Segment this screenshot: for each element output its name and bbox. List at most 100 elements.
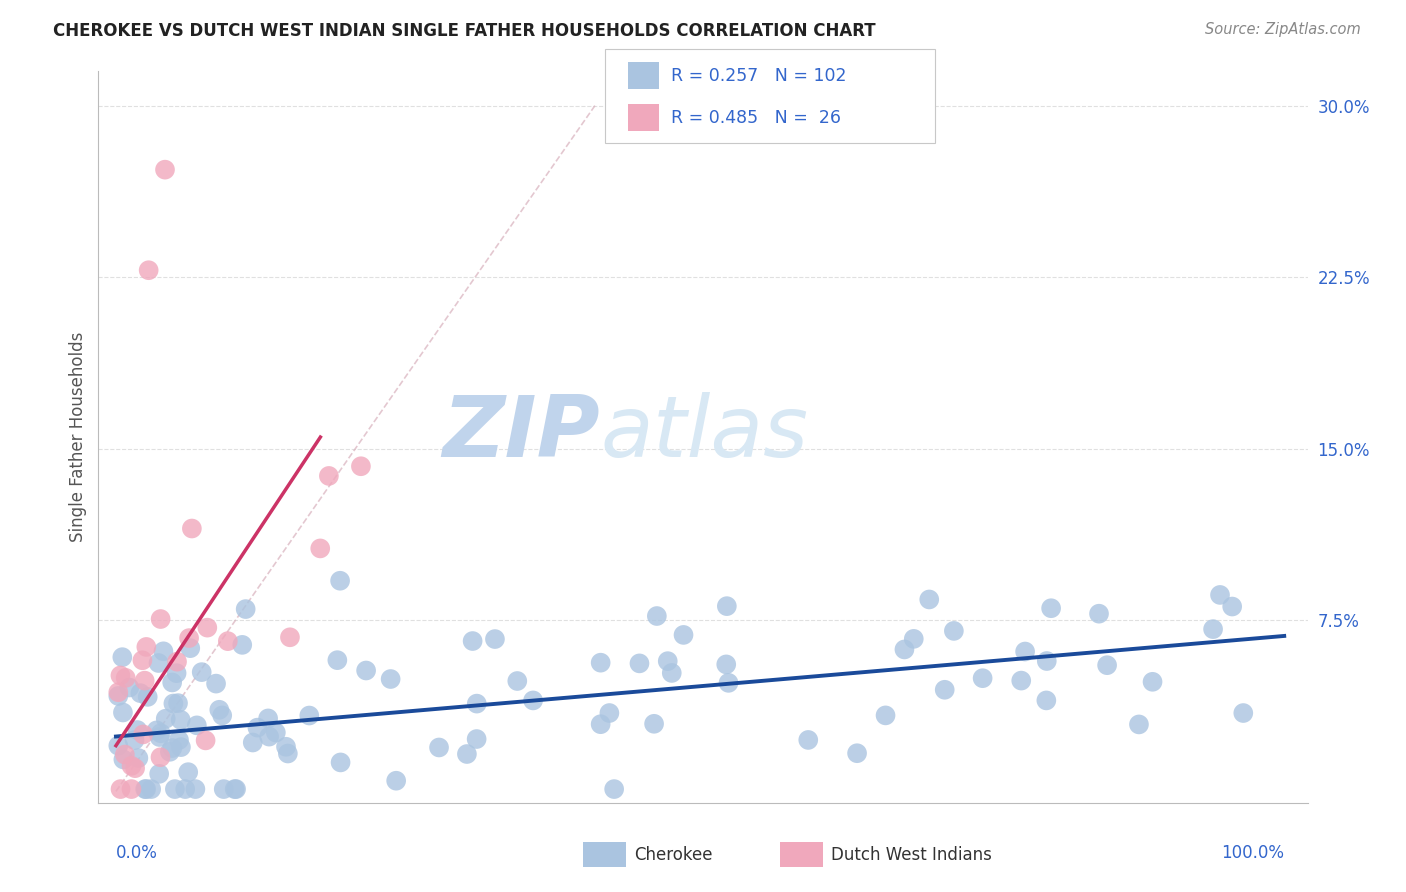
Point bbox=[1128, 717, 1150, 731]
Point bbox=[121, 759, 143, 773]
Point bbox=[149, 726, 172, 740]
Point bbox=[159, 745, 181, 759]
Point bbox=[589, 717, 612, 731]
Point bbox=[153, 162, 176, 177]
Text: Source: ZipAtlas.com: Source: ZipAtlas.com bbox=[1205, 22, 1361, 37]
Point bbox=[1232, 706, 1254, 720]
Point bbox=[174, 782, 197, 797]
Point bbox=[224, 782, 246, 797]
Point bbox=[124, 761, 146, 775]
Point bbox=[246, 721, 269, 735]
Point bbox=[231, 638, 253, 652]
Point bbox=[145, 723, 167, 738]
Point bbox=[217, 634, 239, 648]
Point bbox=[107, 685, 129, 699]
Point bbox=[278, 630, 301, 644]
Text: R = 0.485   N =  26: R = 0.485 N = 26 bbox=[671, 109, 841, 127]
Point bbox=[1088, 607, 1111, 621]
Text: 0.0%: 0.0% bbox=[115, 844, 157, 862]
Point bbox=[257, 730, 280, 744]
Point bbox=[893, 642, 915, 657]
Point bbox=[127, 751, 149, 765]
Point bbox=[134, 782, 156, 797]
Point bbox=[163, 782, 186, 797]
Text: 100.0%: 100.0% bbox=[1222, 844, 1284, 862]
Point bbox=[797, 733, 820, 747]
Point bbox=[264, 725, 287, 739]
Point bbox=[643, 716, 665, 731]
Y-axis label: Single Father Households: Single Father Households bbox=[69, 332, 87, 542]
Point bbox=[148, 730, 170, 744]
Point bbox=[1035, 693, 1057, 707]
Point bbox=[208, 703, 231, 717]
Point bbox=[380, 672, 402, 686]
Point bbox=[149, 750, 172, 764]
Point bbox=[110, 668, 132, 682]
Point bbox=[194, 733, 217, 747]
Point bbox=[298, 708, 321, 723]
Point bbox=[212, 782, 235, 797]
Point bbox=[127, 723, 149, 737]
Point bbox=[628, 657, 651, 671]
Point bbox=[1095, 658, 1118, 673]
Point bbox=[603, 782, 626, 797]
Point bbox=[114, 671, 136, 685]
Point bbox=[149, 612, 172, 626]
Text: ZIP: ZIP bbox=[443, 392, 600, 475]
Point bbox=[846, 746, 869, 760]
Point bbox=[1014, 644, 1036, 658]
Point bbox=[211, 708, 233, 723]
Point bbox=[589, 656, 612, 670]
Point bbox=[205, 676, 228, 690]
Point bbox=[329, 574, 352, 588]
Point bbox=[162, 741, 184, 756]
Point bbox=[277, 747, 299, 761]
Point bbox=[1220, 599, 1243, 614]
Point bbox=[124, 733, 146, 747]
Point bbox=[184, 782, 207, 797]
Point bbox=[107, 689, 129, 703]
Point bbox=[1202, 622, 1225, 636]
Point bbox=[903, 632, 925, 646]
Point bbox=[717, 676, 740, 690]
Point bbox=[456, 747, 478, 761]
Point bbox=[427, 740, 450, 755]
Point bbox=[645, 609, 668, 624]
Point bbox=[132, 727, 155, 741]
Point bbox=[661, 665, 683, 680]
Text: R = 0.257   N = 102: R = 0.257 N = 102 bbox=[671, 67, 846, 85]
Point bbox=[167, 733, 190, 747]
Point bbox=[135, 640, 157, 654]
Point bbox=[131, 653, 153, 667]
Point bbox=[1036, 654, 1059, 668]
Point bbox=[129, 686, 152, 700]
Point bbox=[111, 650, 134, 665]
Point bbox=[135, 782, 157, 797]
Point bbox=[1209, 588, 1232, 602]
Point bbox=[170, 740, 193, 755]
Point bbox=[155, 712, 177, 726]
Point bbox=[114, 747, 136, 762]
Point bbox=[972, 671, 994, 685]
Text: Dutch West Indians: Dutch West Indians bbox=[831, 846, 991, 863]
Point bbox=[672, 628, 695, 642]
Point bbox=[1010, 673, 1032, 688]
Point bbox=[186, 718, 208, 732]
Point bbox=[180, 521, 202, 535]
Point bbox=[134, 673, 156, 688]
Point bbox=[110, 782, 132, 797]
Point bbox=[177, 631, 200, 645]
Point bbox=[166, 655, 188, 669]
Point bbox=[166, 666, 188, 681]
Point bbox=[657, 654, 679, 668]
Point bbox=[257, 711, 280, 725]
Text: atlas: atlas bbox=[600, 392, 808, 475]
Point bbox=[136, 690, 159, 704]
Point bbox=[225, 782, 247, 797]
Point bbox=[111, 706, 134, 720]
Point bbox=[716, 599, 738, 614]
Text: CHEROKEE VS DUTCH WEST INDIAN SINGLE FATHER HOUSEHOLDS CORRELATION CHART: CHEROKEE VS DUTCH WEST INDIAN SINGLE FAT… bbox=[53, 22, 876, 40]
Point bbox=[152, 644, 174, 658]
Point bbox=[522, 693, 544, 707]
Point bbox=[190, 665, 212, 680]
